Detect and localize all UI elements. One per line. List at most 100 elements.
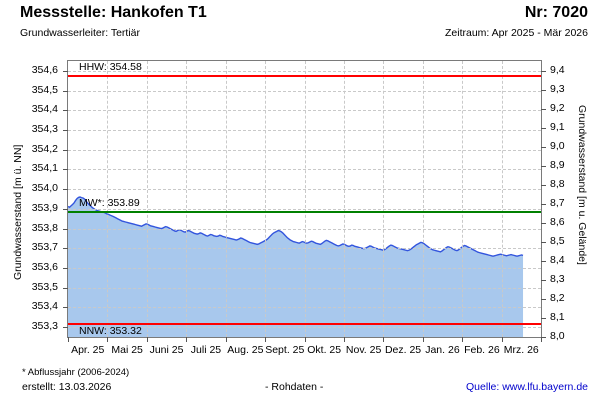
x-tick xyxy=(501,337,503,342)
y-tick-right xyxy=(541,279,546,281)
y-tick-left xyxy=(63,70,68,72)
plot-area: 353,3 353,4 353,5 353,6 353,7 353,8 353,9 354,0… xyxy=(32,60,565,356)
y-tick-left xyxy=(63,268,68,269)
y-tick-left xyxy=(63,248,68,250)
x-tick-label: Nov. 25 xyxy=(345,344,382,356)
series-area-line xyxy=(68,196,524,337)
x-tick xyxy=(265,337,267,342)
y-tick-label-right: 8,4 xyxy=(550,253,565,266)
y-tick-right xyxy=(541,127,546,129)
x-tick xyxy=(383,337,385,342)
y-tick-label-left: 354,6 xyxy=(31,63,58,76)
y-tick-right xyxy=(541,89,546,91)
y-tick-right xyxy=(541,165,546,167)
y-tick-left xyxy=(63,130,68,131)
y-tick-label-left: 354,5 xyxy=(31,83,58,96)
y-tick-right xyxy=(541,70,546,72)
gridline-vertical xyxy=(304,61,306,337)
x-tick xyxy=(68,337,69,342)
y-tick-label-left: 353,5 xyxy=(31,280,58,293)
y-tick-label-right: 9,1 xyxy=(550,120,565,133)
reference-line-mw xyxy=(68,210,541,213)
y-tick-right xyxy=(541,241,546,243)
y-tick-label-right: 9,2 xyxy=(550,101,565,114)
period-label: Zeitraum: Apr 2025 - Mär 2026 xyxy=(445,27,588,39)
gridline-vertical xyxy=(501,61,503,337)
y-tick-label-left: 354,3 xyxy=(31,123,58,135)
x-tick-label: Okt. 25 xyxy=(307,344,342,356)
y-tick-label-right: 9,0 xyxy=(550,139,565,152)
y-tick-left xyxy=(63,208,68,210)
y-tick-label-left: 353,8 xyxy=(31,221,58,234)
gridline-vertical xyxy=(383,61,385,337)
x-tick-label: Dez. 25 xyxy=(384,344,422,356)
x-tick-label: Aug. 25 xyxy=(227,344,264,356)
y-tick-left xyxy=(63,169,68,171)
y-tick-left xyxy=(63,189,68,191)
y-tick-left xyxy=(63,287,68,289)
x-tick xyxy=(422,337,424,342)
y-tick-label-right: 8,7 xyxy=(550,196,565,209)
y-tick-right xyxy=(541,146,546,148)
y-tick-label-right: 8,3 xyxy=(550,272,565,285)
gridline-vertical xyxy=(225,61,227,337)
x-tick-label: Mai 25 xyxy=(111,344,143,356)
reference-label-mw: MW*: 353.89 xyxy=(79,196,140,209)
reference-line-hhw xyxy=(68,74,541,77)
y-tick-right xyxy=(541,298,546,300)
y-tick-label-right: 8,2 xyxy=(550,291,565,304)
y-tick-label-right: 8,1 xyxy=(550,310,565,323)
x-tick-label: Apr. 25 xyxy=(71,344,105,356)
source-link[interactable]: Quelle: www.lfu.bayern.de xyxy=(466,381,588,393)
y-tick-left xyxy=(63,327,68,329)
x-tick xyxy=(304,337,306,342)
x-tick-label: Mrz. 26 xyxy=(503,344,539,356)
x-tick xyxy=(343,337,345,342)
y-tick-left xyxy=(63,90,68,92)
y-tick-label-left: 354,1 xyxy=(31,162,58,175)
gridline-vertical xyxy=(146,61,148,337)
y-tick-label-left: 353,6 xyxy=(31,261,58,273)
y-tick-right xyxy=(541,337,546,338)
x-tick-label: Sept. 25 xyxy=(265,344,305,356)
station-number: Nr: 7020 xyxy=(524,4,588,21)
y-tick-label-right: 8,5 xyxy=(550,234,565,247)
x-tick-label: Juli 25 xyxy=(190,344,222,356)
aquifer-label: Grundwasserleiter: Tertiär xyxy=(20,27,141,39)
x-tick xyxy=(225,337,227,342)
y-tick-label-left: 353,9 xyxy=(31,201,58,214)
reference-label-hhw: HHW: 354.58 xyxy=(79,60,142,73)
y-tick-label-right: 8,8 xyxy=(550,177,565,190)
y-tick-left xyxy=(63,149,68,151)
x-tick-label: Juni 25 xyxy=(149,344,184,356)
footnote-abflussjahr: * Abflussjahr (2006-2024) xyxy=(22,367,130,378)
x-tick xyxy=(107,337,109,342)
created-date: erstellt: 13.03.2026 xyxy=(22,381,112,393)
gridline-vertical xyxy=(462,61,464,337)
y-tick-right xyxy=(541,184,546,186)
y-tick-label-right: 9,3 xyxy=(550,82,565,95)
x-tick xyxy=(186,337,188,342)
x-tick xyxy=(146,337,148,342)
y-tick-right xyxy=(541,260,546,262)
y-tick-right xyxy=(541,317,546,319)
gridline-vertical xyxy=(186,61,188,337)
page-title: Messstelle: Hankofen T1 xyxy=(20,4,207,21)
y-tick-label-right: 8,6 xyxy=(550,215,565,228)
y-tick-left xyxy=(63,110,68,112)
y-tick-label-left: 354,0 xyxy=(31,182,58,195)
y-tick-label-left: 353,7 xyxy=(31,241,58,254)
reference-label-nnw: NNW: 353.32 xyxy=(79,325,142,338)
y-tick-label-left: 353,4 xyxy=(31,300,58,313)
y-tick-label-right: 9,4 xyxy=(550,63,565,76)
x-tick xyxy=(462,337,464,342)
y-tick-label-left: 353,3 xyxy=(31,320,58,333)
y-tick-left xyxy=(63,307,68,309)
gridline-vertical xyxy=(265,61,267,337)
gridline-vertical xyxy=(107,61,109,337)
x-tick xyxy=(541,337,542,342)
x-tick-label: Feb. 26 xyxy=(464,344,500,356)
gridline-vertical xyxy=(343,61,345,337)
y-tick-label-left: 354,4 xyxy=(31,103,58,116)
